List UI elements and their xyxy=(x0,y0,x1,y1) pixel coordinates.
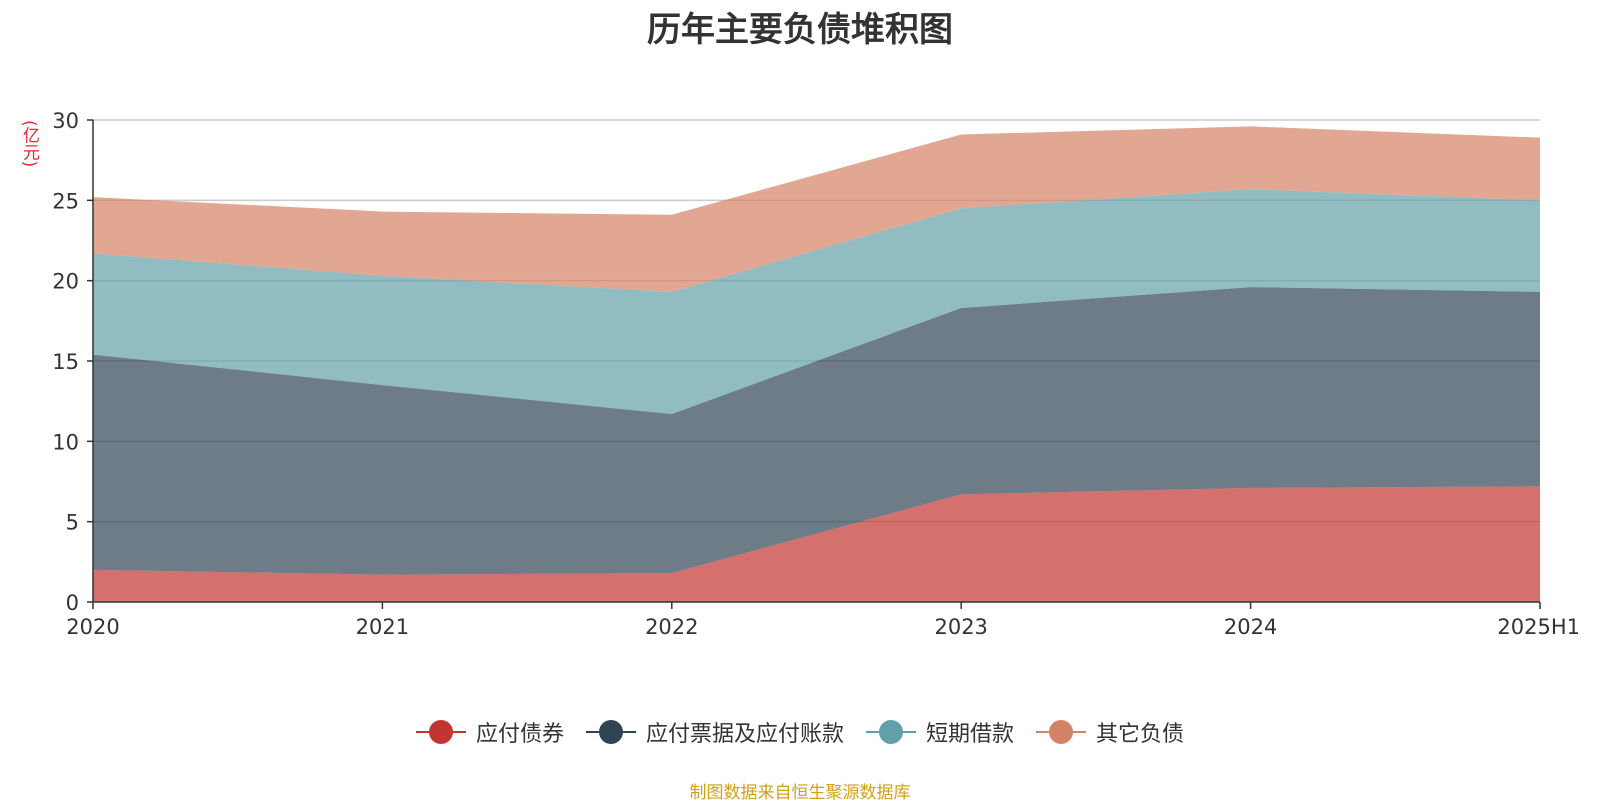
legend-item[interactable]: 应付票据及应付账款 xyxy=(585,716,844,748)
y-tick-label: 15 xyxy=(52,350,79,374)
x-tick-label: 2022 xyxy=(645,615,698,639)
area-series xyxy=(93,126,1540,602)
source-note: 制图数据来自恒生聚源数据库 xyxy=(689,783,911,803)
area-series-应付债券 xyxy=(93,486,1540,602)
legend: 应付债券 应付票据及应付账款 短期借款 其它负债 xyxy=(0,716,1600,748)
area-series-其它负债 xyxy=(93,126,1540,292)
legend-label: 短期借款 xyxy=(926,722,1015,747)
legend-label: 其它负债 xyxy=(1096,722,1185,747)
legend-label: 应付债券 xyxy=(475,722,564,747)
y-tick-label: 0 xyxy=(66,591,79,615)
y-axis-label: (亿元) xyxy=(19,120,39,168)
area-series-应付票据及应付账款 xyxy=(93,287,1540,575)
axes: 0 5 10 15 20 25 30 2020 2021 2022 2023 2024 2025H1 xyxy=(52,109,1580,639)
y-tick-label: 20 xyxy=(52,270,79,294)
area-series-短期借款 xyxy=(93,189,1540,415)
legend-item[interactable]: 应付债券 xyxy=(415,716,564,748)
legend-marker-icon xyxy=(1036,719,1087,745)
legend-marker-icon xyxy=(866,719,916,745)
legend-marker-icon xyxy=(415,719,466,745)
legend-item[interactable]: 其它负债 xyxy=(1036,716,1184,748)
legend-marker-icon xyxy=(585,719,636,745)
chart-title: 历年主要负债堆积图 xyxy=(647,10,953,50)
y-tick-label: 10 xyxy=(52,430,79,454)
y-tick-label: 5 xyxy=(66,511,79,535)
y-tick-label: 30 xyxy=(52,109,79,133)
x-tick-label: 2021 xyxy=(356,615,409,639)
x-tick-label: 2020 xyxy=(66,615,119,639)
x-tick-label: 2025H1 xyxy=(1497,615,1580,639)
chart-canvas: 0 5 10 15 20 25 30 2020 2021 2022 2023 2024 2025H1 xyxy=(52,109,1580,639)
legend-label: 应付票据及应付账款 xyxy=(645,722,844,747)
legend-item[interactable]: 短期借款 xyxy=(866,716,1014,748)
x-tick-label: 2023 xyxy=(934,615,987,639)
x-tick-label: 2024 xyxy=(1224,615,1277,639)
y-tick-label: 25 xyxy=(52,189,79,213)
